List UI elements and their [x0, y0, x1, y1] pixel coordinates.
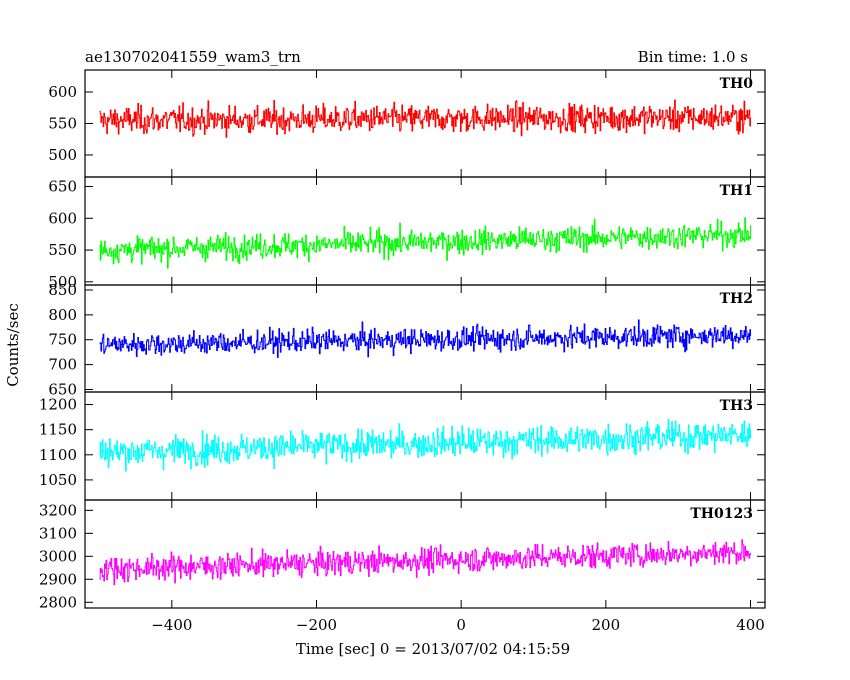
series-line-th1: [99, 217, 752, 269]
y-tick-label: 2900: [39, 570, 77, 588]
series-line-th0: [99, 99, 752, 138]
y-tick-label: 650: [48, 178, 77, 196]
y-tick-label: 550: [48, 241, 77, 259]
y-tick-label: 3000: [39, 547, 77, 565]
y-tick-label: 700: [48, 356, 77, 374]
y-tick-label: 750: [48, 331, 77, 349]
y-tick-label: 3200: [39, 501, 77, 519]
y-tick-label: 650: [48, 381, 77, 399]
y-tick-label: 1150: [39, 421, 77, 439]
y-tick-label: 800: [48, 306, 77, 324]
chart-title: ae130702041559_wam3_trn: [85, 48, 301, 66]
panel-label: TH0: [720, 76, 754, 92]
y-tick-label: 600: [48, 83, 77, 101]
y-tick-label: 500: [48, 273, 77, 291]
panel-th0123: 2800 2900 3000 3100 3200 TH0123: [39, 499, 766, 611]
y-tick-label: 1200: [39, 396, 77, 414]
x-axis-label: Time [sec] 0 = 2013/07/02 04:15:59: [296, 640, 570, 658]
panel-th3: 1050 1100 1150 1200 TH3: [39, 391, 766, 501]
y-tick-label: 850: [48, 281, 77, 299]
panels: 500 550 600 TH0 500 550 600 650 TH1 650 700 750 800 8…: [39, 69, 766, 611]
x-tick-label: 0: [456, 616, 466, 634]
panel-th2: 650 700 750 800 850 TH2: [48, 281, 766, 399]
y-tick-label: 600: [48, 209, 77, 227]
panel-label: TH1: [720, 183, 753, 199]
x-tick-label: 400: [736, 616, 765, 634]
series-line-th2: [99, 319, 752, 358]
panel-frame: [84, 499, 766, 609]
panel-label: TH3: [720, 398, 753, 414]
x-tick-label: 200: [592, 616, 621, 634]
y-axis-label: Counts/sec: [4, 303, 22, 387]
y-tick-label: 1100: [39, 446, 77, 464]
panel-th1: 500 550 600 650 TH1: [48, 176, 766, 291]
y-tick-label: 1050: [39, 471, 77, 489]
y-tick-label: 3100: [39, 524, 77, 542]
x-tick-label: −200: [296, 616, 337, 634]
y-tick-label: 550: [48, 115, 77, 133]
panel-th0: 500 550 600 TH0: [48, 69, 766, 178]
y-tick-label: 2800: [39, 593, 77, 611]
bin-time-label: Bin time: 1.0 s: [638, 48, 748, 66]
x-tick-label: −400: [151, 616, 192, 634]
x-axis: −400 −200 0 200 400: [151, 616, 765, 634]
series-line-th0123: [99, 539, 752, 586]
panel-label: TH0123: [690, 506, 753, 522]
panel-label: TH2: [720, 291, 753, 307]
series-line-th3: [99, 418, 752, 472]
y-tick-label: 500: [48, 146, 77, 164]
